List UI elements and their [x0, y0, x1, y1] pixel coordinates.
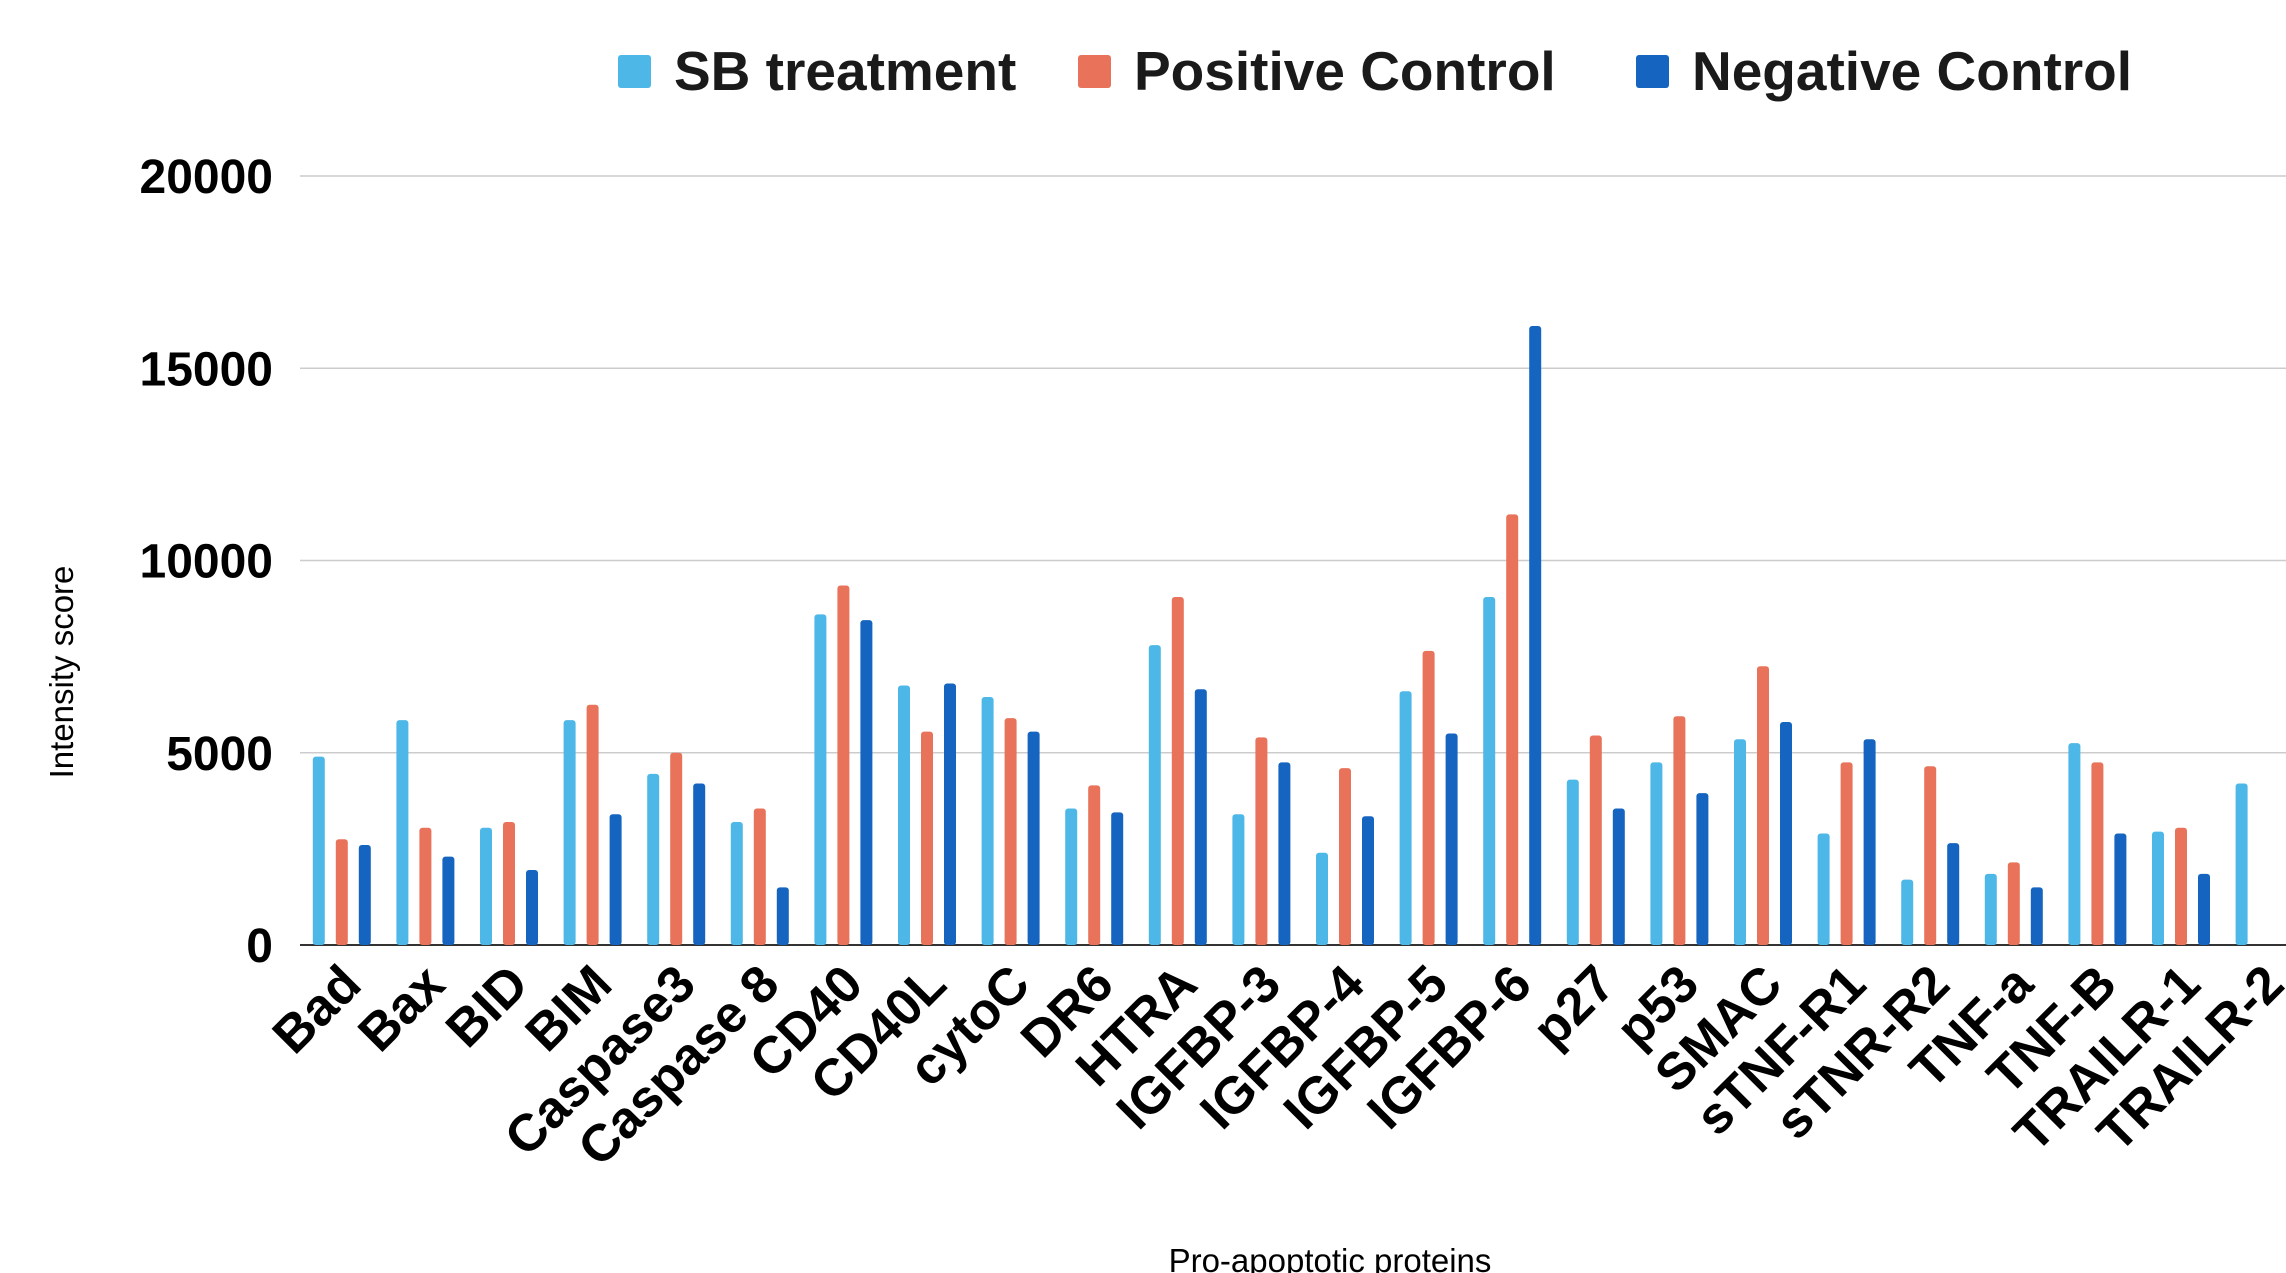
bar-cytoc-series-1	[981, 696, 994, 945]
bar-p53-series-3	[1696, 793, 1709, 945]
x-category-label: Bad	[262, 954, 372, 1064]
bar-htra-series-2	[1171, 597, 1184, 945]
bar-bax-series-2	[419, 827, 432, 945]
legend-swatch	[1636, 55, 1669, 88]
bar-caspase3-series-2	[670, 752, 683, 945]
bar-cd40-series-3	[860, 620, 873, 945]
bar-stnf-r1-series-1	[1817, 833, 1830, 945]
x-axis-title: Pro-apoptotic proteins	[1169, 1242, 1492, 1273]
bar-igfbp-3-series-2	[1255, 737, 1268, 945]
bar-stnf-r1-series-2	[1840, 762, 1853, 945]
bar-igfbp-4-series-2	[1339, 768, 1351, 945]
bar-igfbp-6-series-3	[1529, 325, 1542, 946]
x-category-label: p27	[1522, 954, 1626, 1058]
bar-tnf-a-series-3	[2030, 887, 2043, 945]
x-category-label: BID	[435, 954, 539, 1058]
bar-igfbp-6-series-2	[1506, 514, 1519, 945]
bar-htra-series-3	[1194, 689, 1207, 945]
bar-p27-series-3	[1612, 808, 1625, 945]
bar-tnf-a-series-1	[1984, 873, 1997, 945]
bar-igfbp-3-series-1	[1232, 814, 1245, 945]
bar-tnf-b-series-3	[2114, 833, 2127, 945]
bar-igfbp-4-series-3	[1362, 816, 1374, 945]
bar-stnr-r2-series-3	[1947, 843, 1960, 945]
bar-caspase3-series-1	[647, 773, 660, 945]
x-category-label: Bax	[347, 954, 456, 1063]
bar-bad-series-2	[335, 839, 348, 945]
bar-stnr-r2-series-1	[1901, 879, 1914, 945]
bar-caspase-8-series-3	[776, 887, 789, 945]
y-tick-label: 10000	[140, 536, 273, 589]
y-tick-label: 20000	[140, 151, 273, 204]
bar-cd40-series-2	[837, 585, 850, 945]
bar-caspase3-series-3	[693, 783, 706, 945]
bar-caspase-8-series-1	[730, 821, 743, 945]
bar-p27-series-1	[1566, 779, 1579, 945]
bar-dr6-series-2	[1088, 785, 1101, 945]
bar-bad-series-1	[312, 756, 325, 945]
y-axis-title: Intensity score	[43, 566, 80, 779]
bar-cd40l-series-1	[898, 685, 910, 945]
bar-smac-series-2	[1757, 666, 1769, 945]
bar-bim-series-1	[563, 720, 576, 945]
bar-bax-series-1	[396, 720, 409, 945]
bar-bim-series-3	[609, 814, 622, 945]
legend-entry-label: Positive Control	[1134, 40, 1556, 102]
bar-igfbp-5-series-2	[1422, 650, 1435, 945]
bar-bad-series-3	[358, 845, 371, 945]
legend: SB treatment Positive Control Negative Con…	[618, 40, 2132, 102]
bar-dr6-series-1	[1065, 808, 1078, 945]
bar-trailr-1-series-2	[2175, 827, 2187, 945]
bar-bid-series-3	[526, 870, 538, 945]
bar-htra-series-1	[1148, 645, 1161, 945]
bar-smac-series-1	[1734, 739, 1746, 945]
bar-igfbp-4-series-1	[1316, 852, 1328, 945]
bar-cd40l-series-3	[944, 683, 956, 945]
bar-smac-series-3	[1780, 721, 1792, 945]
bar-cytoc-series-2	[1004, 718, 1017, 945]
bar-trailr-1-series-3	[2198, 873, 2210, 945]
y-tick-label: 5000	[166, 728, 273, 781]
bar-cd40-series-1	[814, 614, 827, 945]
bar-tnf-a-series-2	[2007, 862, 2020, 945]
bar-stnr-r2-series-2	[1924, 766, 1937, 945]
bar-caspase-8-series-2	[753, 808, 766, 945]
legend-swatch	[1078, 55, 1111, 88]
bar-p53-series-1	[1650, 762, 1663, 945]
y-tick-label: 0	[246, 920, 273, 973]
bar-p53-series-2	[1673, 716, 1686, 945]
bar-dr6-series-3	[1111, 812, 1124, 945]
bar-igfbp-3-series-3	[1278, 762, 1291, 945]
bar-cytoc-series-3	[1027, 731, 1040, 945]
y-axis-ticks: 0 5000 10000 15000 20000	[140, 151, 273, 973]
bar-p27-series-2	[1589, 735, 1602, 945]
bar-igfbp-6-series-1	[1483, 597, 1496, 945]
y-tick-label: 15000	[140, 343, 273, 396]
bar-tnf-b-series-2	[2091, 762, 2104, 945]
bar-igfbp-5-series-3	[1445, 733, 1458, 945]
bar-igfbp-5-series-1	[1399, 691, 1412, 945]
bar-cd40l-series-2	[921, 731, 933, 945]
bar-tnf-b-series-1	[2068, 743, 2081, 945]
bar-trailr-2-series-1	[2235, 783, 2248, 945]
bar-bax-series-3	[442, 856, 455, 945]
legend-entry-label: SB treatment	[674, 40, 1016, 102]
bars	[312, 325, 2248, 946]
bar-trailr-1-series-1	[2152, 831, 2164, 945]
bar-stnf-r1-series-3	[1863, 739, 1876, 945]
legend-swatch	[618, 55, 651, 88]
bar-bid-series-1	[480, 827, 492, 945]
legend-entry-label: Negative Control	[1692, 40, 2132, 102]
bar-bid-series-2	[503, 821, 515, 945]
bar-bim-series-2	[586, 704, 599, 945]
